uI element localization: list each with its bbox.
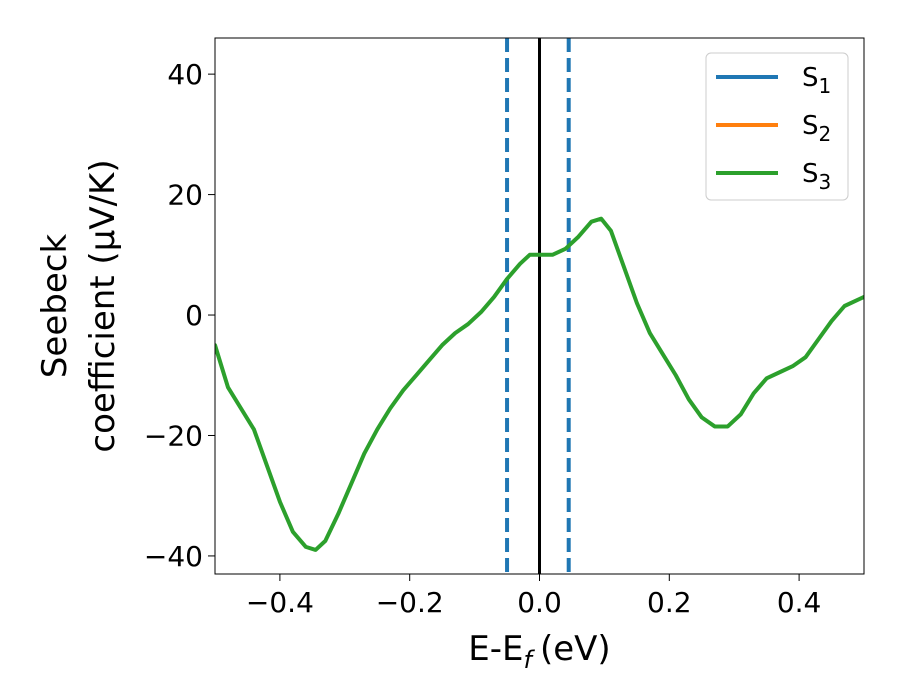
- x-tick-label: 0.2: [647, 586, 692, 619]
- x-tick-label: −0.4: [246, 586, 314, 619]
- x-tick-label: 0.0: [517, 586, 562, 619]
- y-tick-label: −20: [144, 419, 203, 452]
- x-axis-label-main: E-E: [468, 629, 523, 669]
- legend: S1 S2 S3: [705, 52, 849, 201]
- plot-area: [215, 38, 864, 574]
- x-axis-label-unit: (eV): [540, 629, 611, 669]
- y-tick-label: 40: [167, 58, 203, 91]
- x-axis: −0.4 −0.2 0.0 0.2 0.4: [246, 574, 821, 619]
- y-axis-label-line1: Seebeck: [35, 234, 75, 379]
- y-axis: −40 −20 0 20 40: [144, 58, 215, 573]
- y-tick-label: −40: [144, 540, 203, 573]
- x-axis-label: E-Ef (eV): [468, 629, 610, 674]
- y-axis-label: Seebeck coefficient (μV/K): [35, 159, 123, 452]
- x-tick-label: −0.2: [376, 586, 444, 619]
- legend-label-2: S2: [802, 111, 831, 146]
- series-line-3: [215, 216, 864, 552]
- y-tick-label: 20: [167, 179, 203, 212]
- y-axis-label-line2: coefficient (μV/K): [83, 159, 123, 452]
- x-axis-label-sub: f: [524, 646, 536, 674]
- y-tick-label: 0: [185, 299, 203, 332]
- x-tick-label: 0.4: [777, 586, 822, 619]
- legend-label-3: S3: [802, 159, 831, 194]
- legend-label-1: S1: [802, 63, 831, 98]
